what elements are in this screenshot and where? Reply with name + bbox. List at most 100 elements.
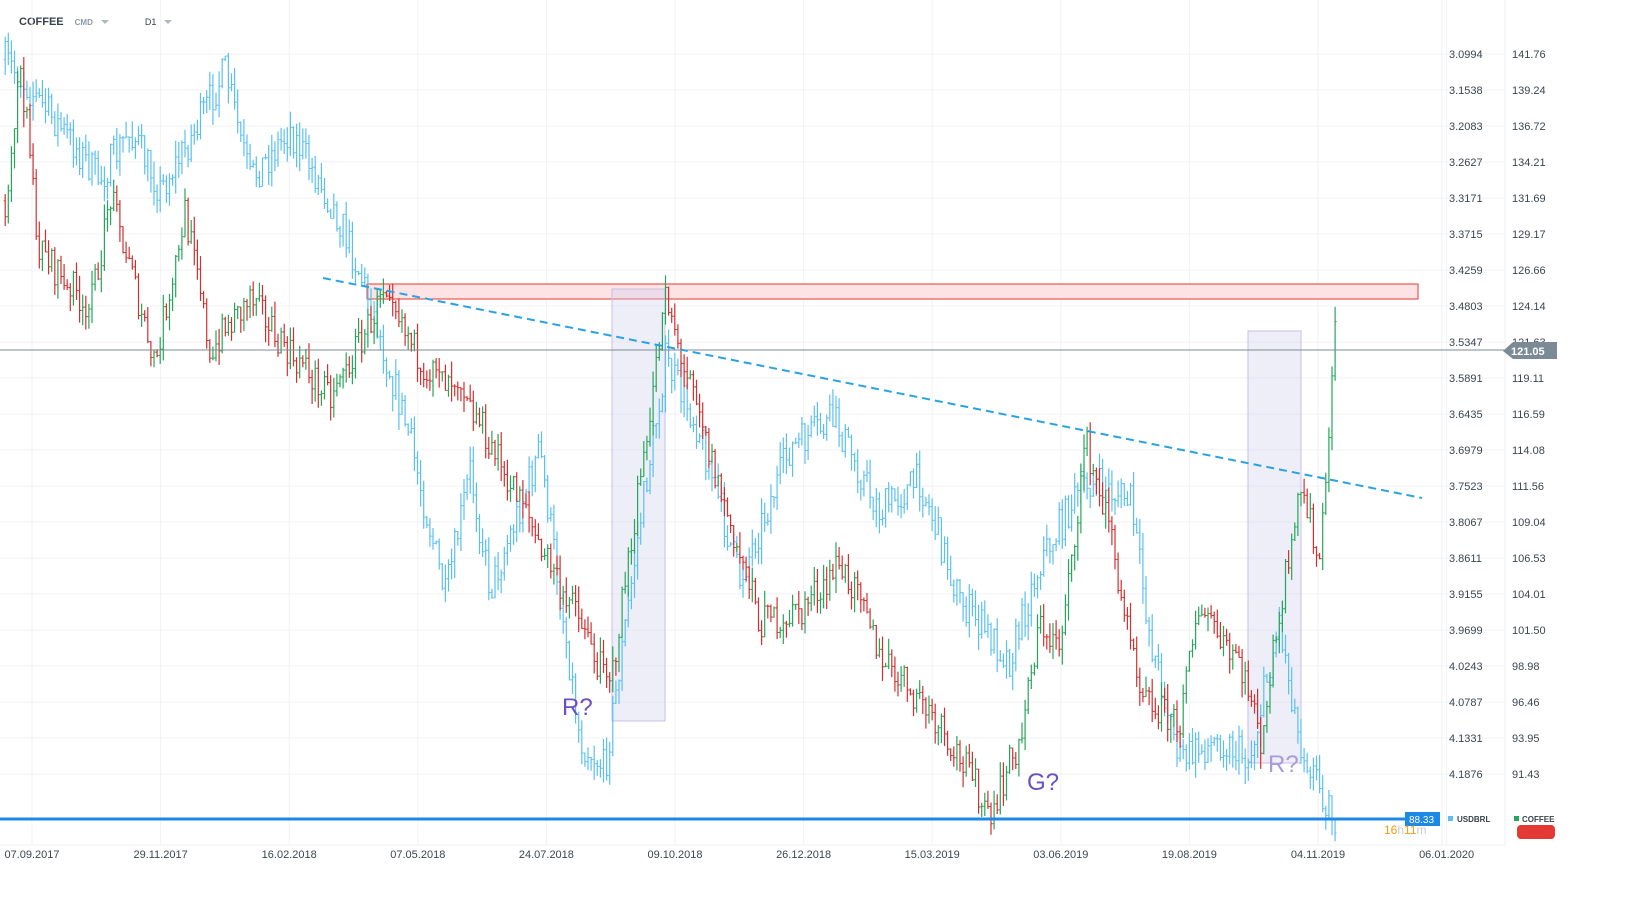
coffee-bar [1305,488,1309,519]
usdbrl-bar [239,121,243,143]
usdbrl-bar [220,58,224,89]
coffee-bar [1020,722,1024,744]
coffee-bar [313,360,317,402]
coffee-bar [806,596,810,616]
usdbrl-bar [1029,571,1033,627]
coffee-bar [412,329,416,352]
usdbrl-bar [648,460,652,495]
coffee-bar [31,143,35,185]
coffee-bar [447,374,450,397]
usdbrl-axis-label: 4.0787 [1449,697,1483,709]
coffee-bar [967,743,971,768]
coffee-bar [1324,472,1328,515]
coffee-bar [753,577,757,605]
trendline[interactable] [322,277,1423,499]
coffee-bar [428,369,432,391]
usdbrl-bar [264,153,268,160]
coffee-bar [1073,544,1077,571]
usdbrl-bar [1191,727,1194,765]
usdbrl-bar [434,540,438,545]
coffee-bar [9,146,13,202]
coffee-bar [645,435,649,461]
usdbrl-bar [422,480,426,529]
timeframe-dropdown-icon[interactable] [164,20,173,24]
market-dropdown-icon[interactable] [100,20,109,24]
usdbrl-bar [338,225,342,248]
coffee-axis-label: 136.72 [1512,121,1546,133]
usdbrl-bar [815,402,819,436]
usdbrl-bar [509,525,512,552]
close-series-button[interactable] [1517,825,1555,839]
usdbrl-bar [140,123,144,149]
x-tick-label: 24.07.2018 [519,849,574,861]
coffee-bar [664,275,667,325]
usdbrl-bar [908,471,912,487]
usdbrl-bar [884,487,888,528]
coffee-bar [1215,609,1219,639]
coffee-bar [319,390,323,406]
usdbrl-bar [347,219,351,254]
coffee-bar [518,486,522,502]
legend-usdbrl[interactable]: USDBRL [1448,815,1490,824]
usdbrl-bar [1206,738,1210,764]
usdbrl-bar [1054,538,1058,552]
coffee-bar [1293,522,1297,541]
coffee-bar [499,432,503,482]
usdbrl-bar [670,357,674,394]
coffee-axis-label: 104.01 [1512,589,1546,601]
usdbrl-axis-label: 3.5891 [1449,373,1483,385]
usdbrl-bar [1042,536,1046,577]
usdbrl-bar [775,465,779,511]
coffee-bar [385,290,388,298]
coffee-bar [701,402,705,439]
coffee-bar [964,745,968,777]
usdbrl-bar [99,165,103,186]
usdbrl-bar [552,504,556,550]
coffee-bar [1063,594,1067,636]
usdbrl-bar [986,614,990,638]
symbol-label[interactable]: COFFEE [19,16,64,28]
usdbrl-bar [741,568,745,598]
usdbrl-bar [195,119,199,141]
usdbrl-bar [474,482,478,533]
coffee-bar [850,581,853,610]
coffee-bar [251,281,255,317]
usdbrl-bar [1116,480,1120,508]
coffee-bar [282,323,286,347]
usdbrl-bar [915,452,919,489]
coffee-bar [378,288,382,308]
coffee-bar [1271,634,1275,687]
usdbrl-bar [313,155,317,193]
coffee-bar [639,468,643,486]
legend-coffee[interactable]: COFFEE [1514,815,1555,824]
coffee-bar [784,620,788,638]
coffee-bar [106,200,109,232]
usdbrl-axis-label: 3.2627 [1449,157,1483,169]
usdbrl-bar [611,695,615,757]
coffee-bar [781,614,785,645]
usdbrl-bar [202,97,206,115]
coffee-bar [1175,700,1179,742]
usdbrl-bar [459,493,463,552]
coffee-bar [1330,366,1334,451]
usdbrl-bar [794,437,798,445]
usdbrl-bar [698,433,702,444]
timeframe-label[interactable]: D1 [144,17,157,27]
usdbrl-bar [1299,718,1303,765]
coffee-axis-label: 98.98 [1512,661,1540,673]
x-tick-label: 07.09.2017 [4,849,59,861]
usdbrl-bar [1138,518,1142,564]
coffee-bar [183,188,187,238]
coffee-bar [831,563,835,581]
usdbrl-bar [412,416,416,472]
coffee-bar [1228,632,1232,674]
usdbrl-bar [484,539,488,566]
usdbrl-bar [750,529,754,567]
coffee-bar [1172,704,1176,728]
coffee-bar [654,344,658,392]
usdbrl-bar [1122,483,1126,507]
coffee-bar [347,356,351,378]
usdbrl-bar [589,756,593,771]
coffee-bar [177,244,181,262]
